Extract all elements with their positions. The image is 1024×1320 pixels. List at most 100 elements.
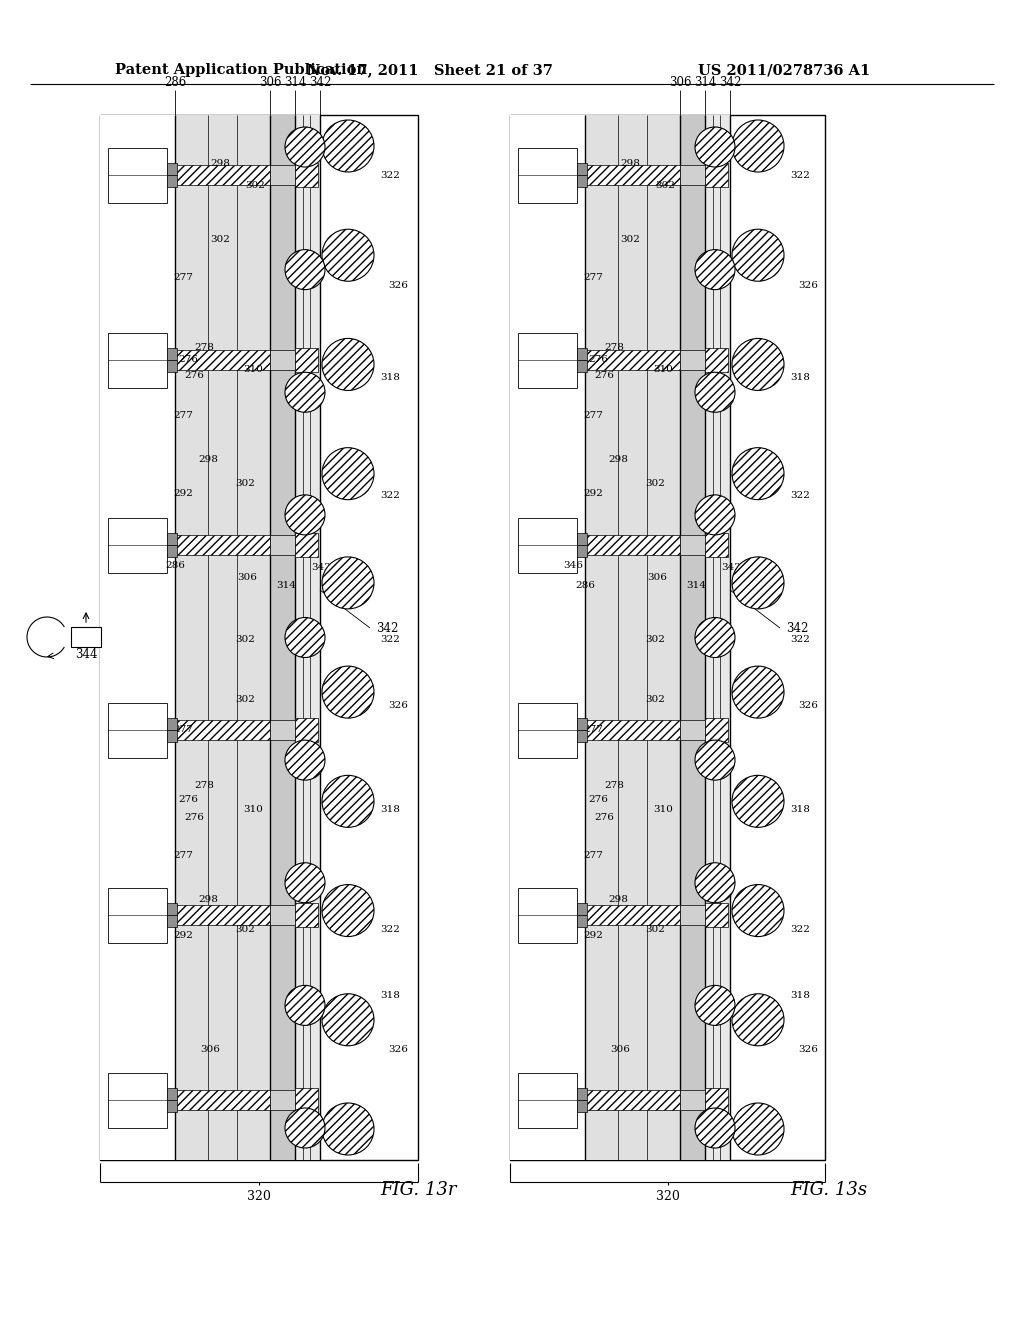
Circle shape — [285, 1107, 325, 1148]
Bar — [518, 1072, 577, 1127]
Text: Nov. 17, 2011   Sheet 21 of 37: Nov. 17, 2011 Sheet 21 of 37 — [307, 63, 553, 77]
Text: FIG. 13s: FIG. 13s — [790, 1181, 867, 1199]
Text: 318: 318 — [380, 805, 400, 814]
Text: 318: 318 — [380, 374, 400, 383]
Bar — [108, 887, 167, 942]
Text: 278: 278 — [604, 342, 624, 351]
Text: 318: 318 — [790, 374, 810, 383]
Text: 310: 310 — [653, 805, 673, 814]
Text: 286: 286 — [575, 581, 595, 590]
Text: 276: 276 — [184, 371, 204, 380]
Bar — [175, 350, 270, 370]
Bar — [108, 517, 167, 573]
Text: 278: 278 — [194, 342, 214, 351]
Text: 298: 298 — [198, 455, 218, 465]
Text: 298: 298 — [608, 455, 628, 465]
Text: 277: 277 — [583, 272, 603, 281]
Bar — [175, 165, 270, 185]
Text: 302: 302 — [645, 479, 665, 487]
Text: 292: 292 — [583, 488, 603, 498]
Text: 306: 306 — [237, 573, 257, 582]
Text: 322: 322 — [380, 635, 400, 644]
Text: 306: 306 — [669, 77, 691, 90]
Bar — [585, 115, 680, 1160]
Circle shape — [285, 127, 325, 168]
Text: 277: 277 — [583, 850, 603, 859]
Circle shape — [322, 994, 374, 1045]
Circle shape — [732, 230, 784, 281]
Bar — [270, 1090, 295, 1110]
Text: 318: 318 — [790, 990, 810, 999]
Bar — [577, 176, 587, 187]
Text: 306: 306 — [647, 573, 667, 582]
Bar — [680, 115, 705, 1160]
Circle shape — [322, 667, 374, 718]
Text: 277: 277 — [173, 850, 193, 859]
Text: 302: 302 — [234, 479, 255, 487]
Text: 292: 292 — [173, 931, 193, 940]
Bar — [577, 1100, 587, 1111]
Bar — [510, 115, 825, 1160]
Text: 326: 326 — [388, 1045, 408, 1055]
Text: 276: 276 — [178, 796, 198, 804]
Text: 326: 326 — [388, 701, 408, 710]
Bar — [270, 906, 295, 925]
Bar — [577, 162, 587, 176]
Bar — [270, 165, 295, 185]
Circle shape — [322, 338, 374, 391]
Text: 302: 302 — [645, 925, 665, 935]
Bar — [295, 115, 319, 1160]
Bar — [270, 719, 295, 741]
Bar — [175, 906, 270, 925]
Bar — [518, 702, 577, 758]
Circle shape — [695, 863, 735, 903]
Text: 346: 346 — [563, 561, 583, 569]
Bar — [167, 545, 177, 557]
Bar — [295, 903, 318, 927]
Text: 277: 277 — [173, 272, 193, 281]
Text: 342: 342 — [719, 77, 741, 90]
Circle shape — [695, 495, 735, 535]
Text: 298: 298 — [608, 895, 628, 904]
Text: 298: 298 — [198, 895, 218, 904]
Bar — [577, 545, 587, 557]
Text: 326: 326 — [388, 281, 408, 289]
Bar — [510, 115, 585, 1160]
Text: 298: 298 — [620, 158, 640, 168]
Text: 276: 276 — [184, 813, 204, 822]
Bar — [295, 348, 318, 372]
Text: 302: 302 — [655, 181, 675, 190]
Text: 314: 314 — [284, 77, 306, 90]
Circle shape — [732, 1104, 784, 1155]
Bar — [705, 115, 730, 1160]
Circle shape — [285, 618, 325, 657]
Circle shape — [322, 884, 374, 937]
Bar — [270, 115, 295, 1160]
Text: US 2011/0278736 A1: US 2011/0278736 A1 — [697, 63, 870, 77]
Text: 277: 277 — [173, 411, 193, 420]
Bar — [108, 1072, 167, 1127]
Bar — [577, 903, 587, 915]
Bar — [585, 719, 680, 741]
Bar — [680, 350, 705, 370]
Text: 322: 322 — [790, 491, 810, 499]
Text: 310: 310 — [243, 366, 263, 375]
Bar — [167, 348, 177, 360]
Bar — [295, 162, 318, 187]
Bar — [108, 148, 167, 202]
Text: 298: 298 — [210, 158, 229, 168]
Text: 342: 342 — [721, 562, 741, 572]
Bar — [71, 627, 101, 647]
Bar — [705, 1088, 728, 1111]
Bar — [167, 730, 177, 742]
Bar — [577, 718, 587, 730]
Text: 286: 286 — [165, 561, 185, 569]
Text: 277: 277 — [173, 726, 193, 734]
Bar — [270, 535, 295, 554]
Text: 322: 322 — [790, 635, 810, 644]
Bar — [680, 1090, 705, 1110]
Bar — [680, 906, 705, 925]
Text: 306: 306 — [259, 77, 282, 90]
Text: 276: 276 — [594, 813, 613, 822]
Text: 322: 322 — [380, 491, 400, 499]
